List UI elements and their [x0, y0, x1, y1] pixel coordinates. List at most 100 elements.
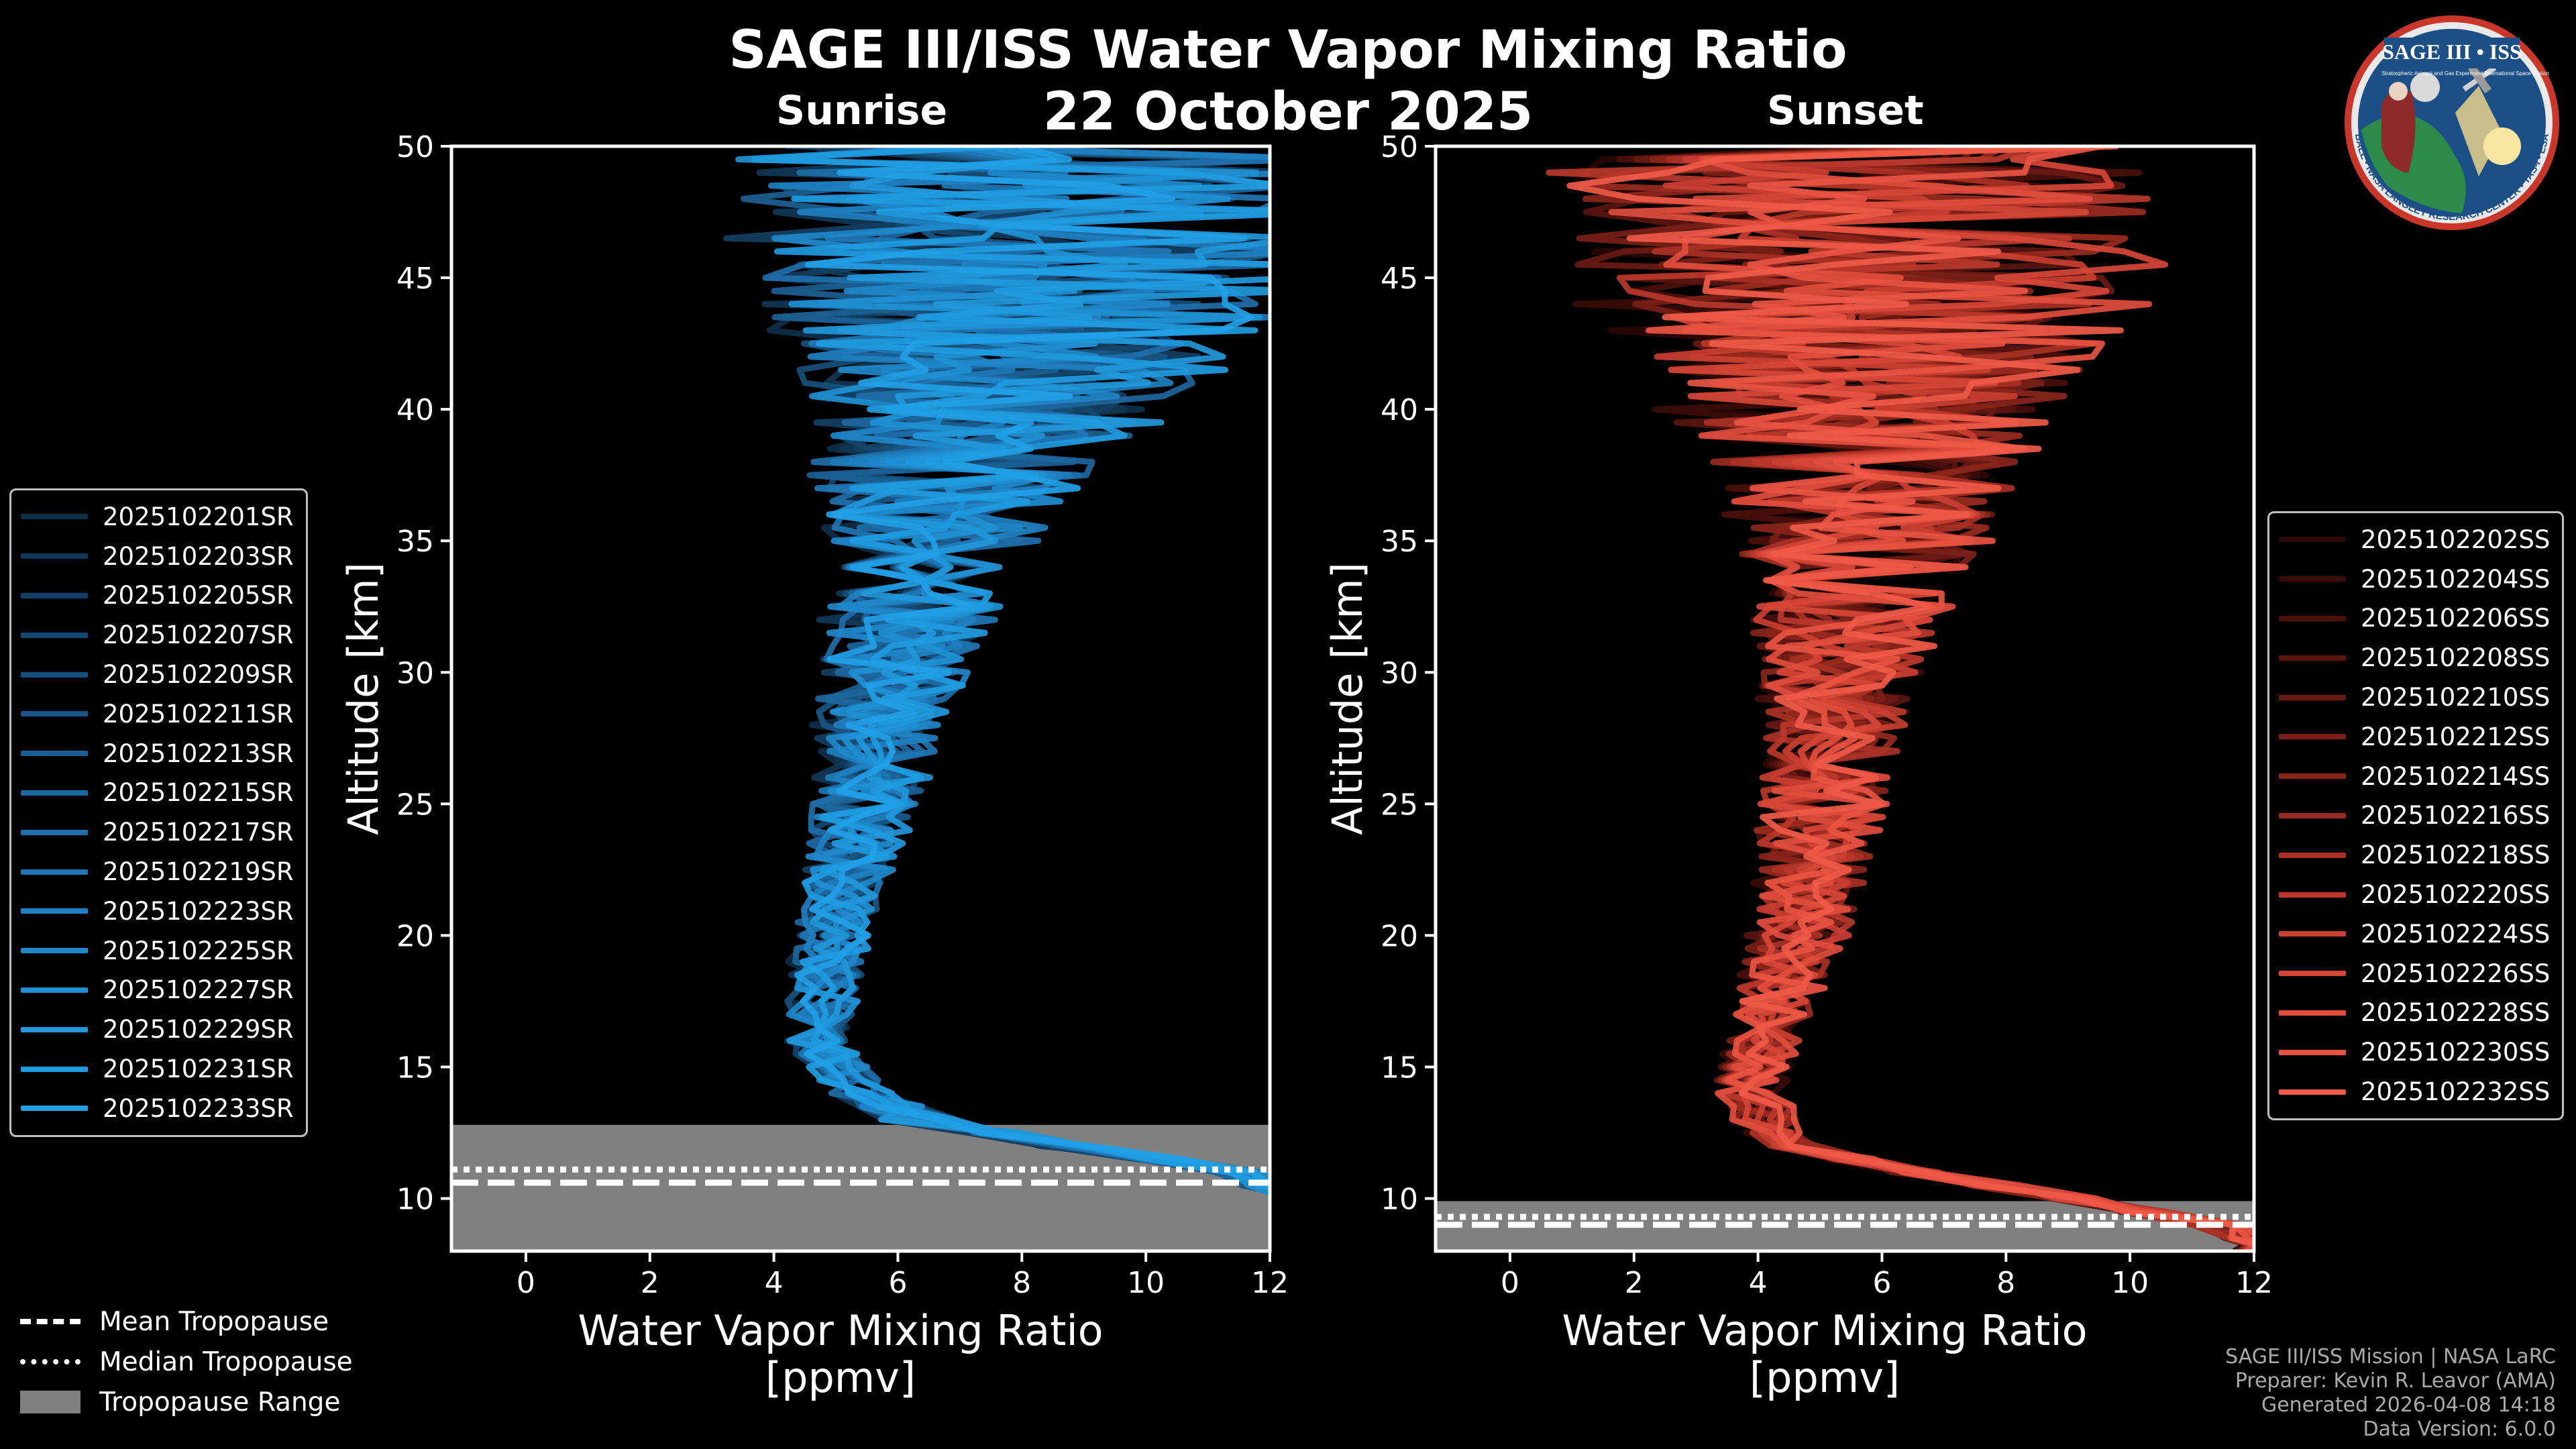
sunrise-panel-title: Sunrise: [776, 87, 948, 134]
legend-swatch: [21, 632, 88, 638]
legend-item-2025102223SR: 2025102223SR: [21, 892, 294, 931]
legend-label: 2025102204SS: [2361, 564, 2551, 594]
legend-label: 2025102205SR: [103, 581, 294, 610]
sunset-y-tick-label: 25: [1381, 788, 1418, 822]
credit-line: Generated 2026-04-08 14:18: [2261, 1393, 2556, 1417]
galileo-figure-icon: [2381, 88, 2416, 173]
legend-item-2025102203SR: 2025102203SR: [21, 537, 294, 576]
sunset-y-tick-label: 10: [1381, 1183, 1418, 1217]
legend-swatch: [21, 1026, 88, 1032]
iss-panel-icon: [2468, 64, 2492, 94]
legend-item-2025102216SS: 2025102216SS: [2279, 796, 2550, 836]
legend-label: 2025102216SS: [2361, 801, 2551, 830]
sunset-y-tick-label: 40: [1381, 393, 1418, 427]
sunset-x-axis-label: [ppmv]: [1750, 1353, 1900, 1402]
legend-label: 2025102215SR: [103, 778, 294, 808]
sunrise-plot-area: 0 2 4 6 8 10 12 10 15 20 25 30 35 40 45 50 Water Vapor M…: [339, 130, 1289, 1402]
legend-swatch: [21, 987, 88, 993]
tropopause-range-swatch: [20, 1391, 80, 1413]
sunrise-x-axis-label: Water Vapor Mixing Ratio: [578, 1306, 1103, 1355]
legend-item-2025102224SS: 2025102224SS: [2279, 914, 2550, 954]
legend-swatch: [2279, 655, 2346, 661]
legend-item-2025102218SS: 2025102218SS: [2279, 835, 2550, 875]
sunset-y-tick-label: 35: [1381, 525, 1418, 559]
profile-line-2025102231SR: [751, 146, 1270, 1190]
credit-line: Data Version: 6.0.0: [2363, 1417, 2556, 1441]
badge-subtitle-right: International Space Station: [2485, 70, 2549, 76]
legend-label: 2025102220SS: [2361, 880, 2551, 910]
sunrise-x-tick-label: 10: [1127, 1266, 1165, 1300]
profile-line-2025102208SS: [1583, 146, 2254, 1251]
legend-label: 2025102211SR: [103, 699, 294, 729]
legend-swatch: [2279, 892, 2346, 898]
legend-swatch: [21, 869, 88, 875]
legend-item-2025102201SR: 2025102201SR: [21, 497, 294, 537]
badge-name-plate: [2384, 38, 2520, 68]
legend-swatch: [2279, 931, 2346, 937]
legend-swatch: [21, 672, 88, 678]
tropopause-range-label: Tropopause Range: [99, 1387, 341, 1417]
sunset-x-tick-label: 2: [1625, 1266, 1644, 1300]
legend-item-2025102227SR: 2025102227SR: [21, 971, 294, 1010]
galileo-head-icon: [2389, 82, 2408, 101]
sunset-x-tick-label: 8: [1996, 1266, 2015, 1300]
sunset-y-tick-label: 50: [1381, 130, 1418, 164]
legend-item-2025102206SS: 2025102206SS: [2279, 599, 2550, 639]
legend-swatch: [21, 751, 88, 757]
sunset-x-tick-label: 4: [1749, 1266, 1768, 1300]
legend-item-2025102214SS: 2025102214SS: [2279, 757, 2550, 796]
legend-label: 2025102227SR: [103, 975, 294, 1005]
legend-item-2025102233SR: 2025102233SR: [21, 1089, 294, 1128]
sunset-panel-title: Sunset: [1767, 87, 1924, 134]
legend-item-2025102205SR: 2025102205SR: [21, 576, 294, 616]
legend-swatch: [2279, 1089, 2346, 1095]
legend-swatch: [2279, 812, 2346, 818]
legend-label: 2025102231SR: [103, 1055, 294, 1084]
sunrise-y-tick-label: 15: [396, 1051, 434, 1085]
moon-icon: [2410, 72, 2440, 102]
legend-item-2025102225SR: 2025102225SR: [21, 931, 294, 971]
legend-item-2025102228SS: 2025102228SS: [2279, 994, 2550, 1033]
legend-item-2025102229SR: 2025102229SR: [21, 1010, 294, 1049]
sunrise-y-tick-label: 30: [396, 656, 434, 690]
legend-swatch: [2279, 576, 2346, 582]
mean-tropopause-label: Mean Tropopause: [99, 1306, 329, 1337]
chart-date: 22 October 2025: [1042, 82, 1534, 142]
legend-item-2025102210SS: 2025102210SS: [2279, 678, 2550, 717]
sunset-y-axis-label: Altitude [km]: [1323, 562, 1372, 835]
sunset-y-tick-label: 20: [1381, 919, 1418, 953]
legend-mean-tropopause: Mean Tropopause: [20, 1301, 353, 1342]
legend-item-2025102231SR: 2025102231SR: [21, 1049, 294, 1089]
legend-swatch: [21, 514, 88, 520]
sunrise-y-axis-label: Altitude [km]: [339, 562, 388, 835]
profile-line-2025102233SR: [794, 146, 1270, 1187]
sunrise-y-tick-label: 45: [396, 262, 434, 296]
sunrise-x-tick-label: 0: [517, 1266, 535, 1300]
legend-swatch: [21, 948, 88, 954]
profile-line-2025102214SS: [1582, 146, 2254, 1251]
legend-swatch: [2279, 734, 2346, 740]
credit-line: Preparer: Kevin R. Leavor (AMA): [2235, 1369, 2556, 1393]
legend-label: 2025102203SR: [103, 541, 294, 571]
legend-item-2025102208SS: 2025102208SS: [2279, 638, 2550, 678]
tropopause-legend: Mean Tropopause Median Tropopause Tropop…: [20, 1301, 353, 1422]
legend-label: 2025102228SS: [2361, 998, 2551, 1028]
legend-item-2025102212SS: 2025102212SS: [2279, 717, 2550, 757]
legend-median-tropopause: Median Tropopause: [20, 1342, 353, 1382]
legend-label: 2025102229SR: [103, 1015, 294, 1044]
legend-tropopause-range: Tropopause Range: [20, 1382, 353, 1422]
legend-label: 2025102208SS: [2361, 643, 2551, 673]
sunrise-y-tick-label: 25: [396, 788, 434, 822]
legend-label: 2025102213SR: [103, 739, 294, 768]
legend-item-2025102232SS: 2025102232SS: [2279, 1072, 2550, 1112]
badge-name: SAGE III • ISS: [2382, 40, 2522, 64]
legend-swatch: [2279, 773, 2346, 780]
mean-tropopause-swatch: [20, 1319, 80, 1324]
legend-item-2025102220SS: 2025102220SS: [2279, 875, 2550, 914]
sage-iii-iss-mission-badge: SAGE III • ISS Stratospheric Aerosol and…: [2345, 15, 2559, 230]
sunset-y-tick-label: 45: [1381, 262, 1418, 296]
legend-label: 2025102225SR: [103, 936, 294, 965]
legend-swatch: [2279, 615, 2346, 621]
legend-swatch: [21, 711, 88, 717]
